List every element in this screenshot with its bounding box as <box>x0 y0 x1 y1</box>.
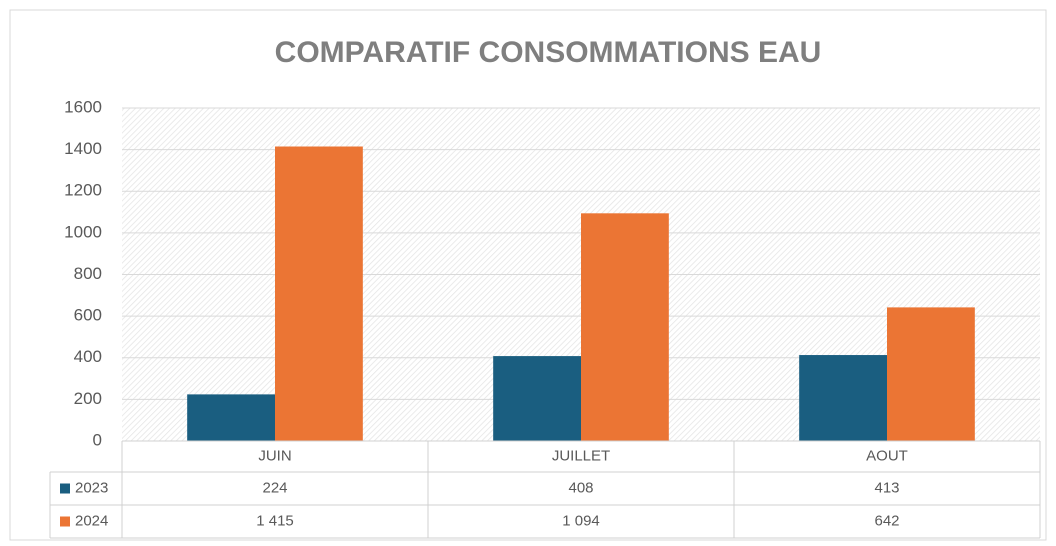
bar <box>493 356 581 441</box>
y-tick-label: 1200 <box>64 181 102 200</box>
y-tick-label: 800 <box>74 264 102 283</box>
data-label: 408 <box>568 479 593 496</box>
bar <box>275 146 363 442</box>
bar <box>799 355 887 441</box>
y-tick-label: 0 <box>93 430 102 449</box>
chart-border <box>9 9 1047 541</box>
data-label: 1 094 <box>562 512 600 529</box>
legend-label: 2023 <box>75 479 108 496</box>
legend-key <box>60 516 70 527</box>
bar <box>887 307 975 441</box>
y-tick-label: 400 <box>74 347 102 366</box>
y-tick-label: 600 <box>74 306 102 325</box>
data-label: 413 <box>874 479 899 496</box>
x-tick-label: JUIN <box>258 447 291 464</box>
data-label: 1 415 <box>256 512 294 529</box>
x-tick-label: JUILLET <box>552 447 610 464</box>
y-tick-label: 1000 <box>64 222 102 241</box>
y-tick-label: 1600 <box>64 97 102 116</box>
y-tick-label: 200 <box>74 389 102 408</box>
data-label: 642 <box>874 512 899 529</box>
legend-key <box>60 483 70 494</box>
bar <box>187 394 275 441</box>
chart-title: COMPARATIF CONSOMMATIONS EAU <box>275 36 822 69</box>
data-label: 224 <box>262 479 287 496</box>
legend-label: 2024 <box>75 512 108 529</box>
y-tick-label: 1400 <box>64 139 102 158</box>
bar <box>581 213 669 441</box>
x-tick-label: AOUT <box>866 447 908 464</box>
